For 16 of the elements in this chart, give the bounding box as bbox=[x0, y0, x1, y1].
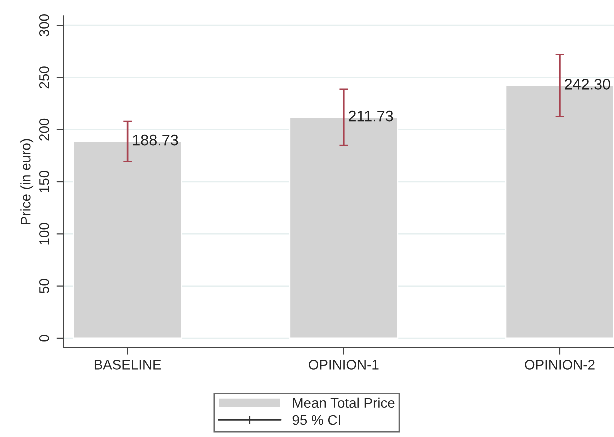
data-label: 242.30 bbox=[565, 79, 610, 90]
y-tick-label: 50 bbox=[39, 279, 50, 294]
legend-label: Mean Total Price bbox=[293, 398, 395, 408]
y-tick-label: 250 bbox=[39, 66, 50, 89]
y-tick-label: 100 bbox=[39, 223, 50, 245]
y-tick-label: 200 bbox=[39, 118, 50, 141]
data-label: 211.73 bbox=[348, 110, 394, 122]
y-tick-label: 0 bbox=[39, 335, 50, 342]
y-axis-title: Price (in euro) bbox=[20, 139, 34, 224]
y-tick-label: 300 bbox=[39, 14, 50, 37]
x-tick-label: OPINION-2 bbox=[525, 360, 595, 370]
y-tick-label: 150 bbox=[39, 170, 50, 193]
x-tick-label: BASELINE bbox=[94, 360, 162, 370]
x-tick-label: OPINION-1 bbox=[309, 360, 379, 370]
text: 95 % CI bbox=[292, 415, 340, 426]
data-label: 188.73 bbox=[133, 134, 178, 146]
